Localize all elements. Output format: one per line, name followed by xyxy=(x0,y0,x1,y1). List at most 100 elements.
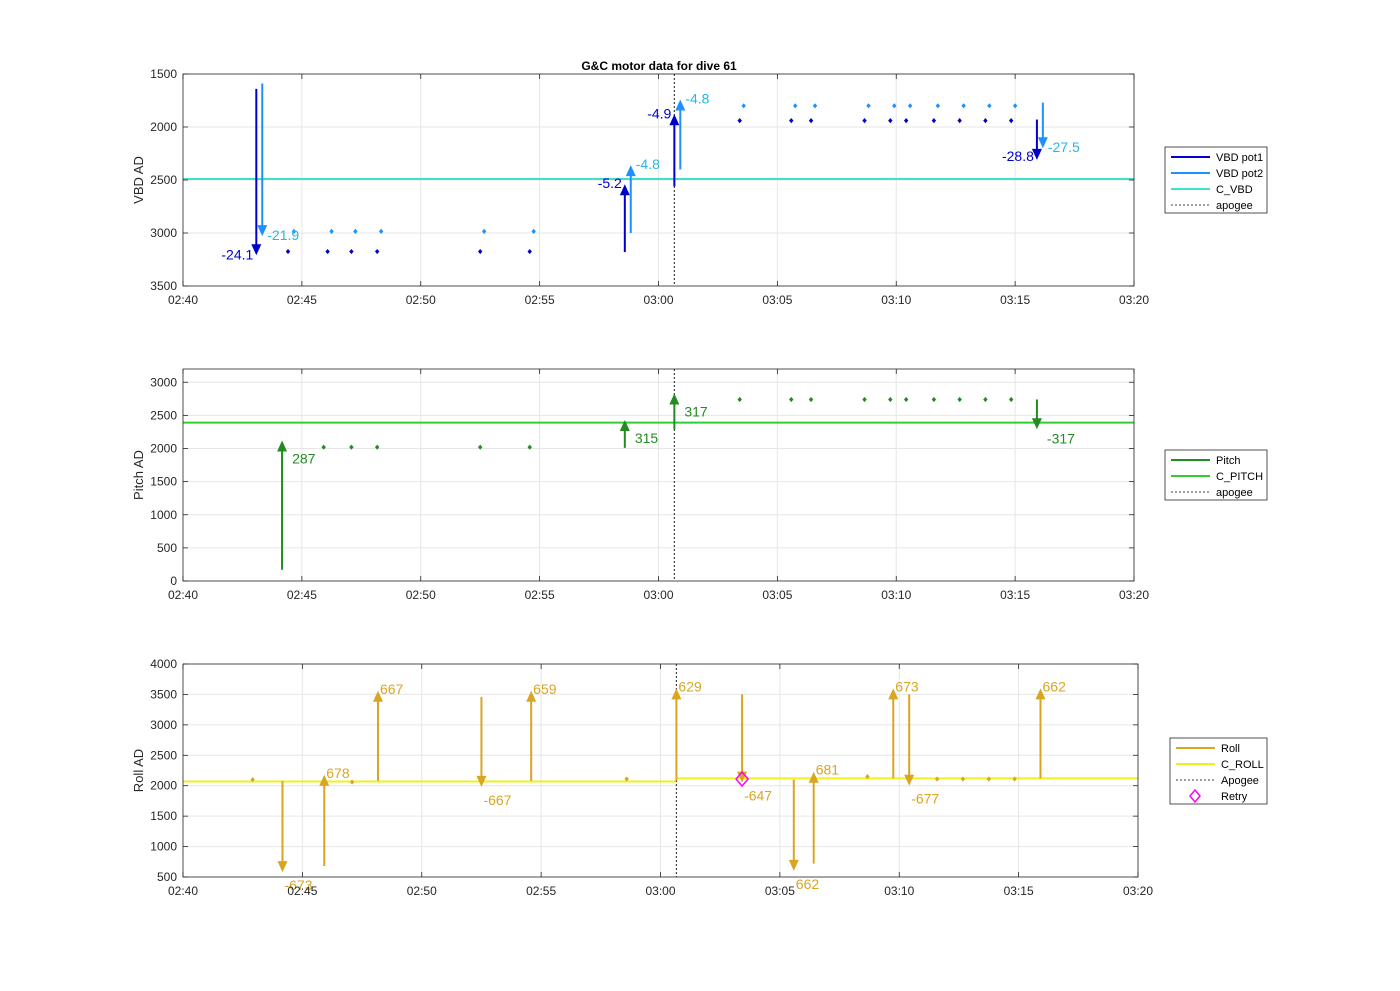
vbd-legend-entry: VBD pot1 xyxy=(1216,152,1263,164)
vbd-data-point xyxy=(866,103,871,109)
pitch-ytick-label: 0 xyxy=(170,574,177,588)
vbd-move-arrowhead xyxy=(1037,137,1048,149)
vbd-move-label: -21.9 xyxy=(267,227,299,243)
vbd-data-point xyxy=(793,103,798,109)
vbd-data-point xyxy=(957,118,962,124)
retry-marker xyxy=(735,770,750,788)
vbd-data-point xyxy=(903,118,909,124)
roll-legend-entry: Retry xyxy=(1221,791,1248,803)
pitch-xtick-label: 03:20 xyxy=(1119,588,1149,602)
vbd-data-point xyxy=(888,118,893,124)
roll-move-label: 678 xyxy=(326,765,350,781)
roll-xtick-label: 02:50 xyxy=(407,884,437,898)
pitch-xtick-label: 03:15 xyxy=(1000,588,1030,602)
roll-ytick-label: 4000 xyxy=(150,657,177,671)
vbd-move-label: -27.5 xyxy=(1048,139,1080,155)
vbd-data-point xyxy=(987,103,992,109)
vbd-xtick-label: 02:50 xyxy=(406,293,436,307)
roll-move-label: 659 xyxy=(533,681,557,697)
pitch-ytick-label: 3000 xyxy=(150,375,177,389)
roll-move-arrowhead xyxy=(1035,688,1046,700)
vbd-data-point xyxy=(862,118,867,124)
vbd-data-point xyxy=(353,228,358,235)
roll-move-label: 681 xyxy=(816,762,840,778)
pitch-move-label: 315 xyxy=(635,430,659,446)
roll-xtick-label: 03:10 xyxy=(884,884,914,898)
roll-ytick-label: 3500 xyxy=(150,687,177,701)
roll-data-point xyxy=(986,776,991,782)
vbd-xtick-label: 02:45 xyxy=(287,293,317,307)
vbd-move-label: -5.2 xyxy=(598,175,622,191)
roll-legend-entry: Roll xyxy=(1221,743,1240,755)
vbd-data-point xyxy=(374,248,380,255)
roll-data-point xyxy=(960,776,966,782)
pitch-data-point xyxy=(737,396,742,403)
vbd-data-point xyxy=(291,228,297,235)
pitch-xtick-label: 03:00 xyxy=(643,588,673,602)
vbd-xtick-label: 02:40 xyxy=(168,293,198,307)
vbd-data-point xyxy=(789,118,794,124)
roll-move-label: 673 xyxy=(895,678,919,694)
roll-legend-entry: C_ROLL xyxy=(1221,759,1264,771)
vbd-data-point xyxy=(481,228,487,235)
roll-move-label: 662 xyxy=(1043,678,1067,694)
vbd-data-point xyxy=(961,103,966,109)
roll-move-label: -667 xyxy=(483,792,511,808)
vbd-data-point xyxy=(737,118,742,124)
roll-data-point xyxy=(865,773,870,780)
vbd-move-arrowhead xyxy=(625,165,636,177)
roll-data-point xyxy=(624,776,629,782)
vbd-data-point xyxy=(935,103,941,109)
vbd-data-point xyxy=(477,248,483,255)
roll-move-arrowhead xyxy=(808,771,819,783)
roll-legend: Roll C_ROLL Apogee Retry xyxy=(1169,737,1268,805)
pitch-legend-entry: apogee xyxy=(1216,487,1253,499)
roll-move-arrowhead xyxy=(319,774,330,786)
roll-data-point xyxy=(934,776,940,782)
vbd-data-point xyxy=(349,248,354,255)
vbd-ytick-label: 2500 xyxy=(150,173,177,187)
vbd-data-point xyxy=(808,118,814,124)
roll-legend-entry: Apogee xyxy=(1221,775,1259,787)
vbd-ytick-label: 2000 xyxy=(150,120,177,134)
roll-ytick-label: 2000 xyxy=(150,779,177,793)
roll-move-label: -647 xyxy=(744,788,772,804)
vbd-xtick-label: 03:05 xyxy=(762,293,792,307)
vbd-data-point xyxy=(378,228,384,235)
vbd-move-label: -24.1 xyxy=(221,246,253,262)
pitch-data-point xyxy=(321,444,326,450)
pitch-ylabel: Pitch AD xyxy=(131,450,146,500)
roll-xtick-label: 03:15 xyxy=(1004,884,1034,898)
vbd-ylabel: VBD AD xyxy=(131,156,146,204)
pitch-data-point xyxy=(888,396,893,403)
pitch-xtick-label: 02:55 xyxy=(525,588,555,602)
pitch-move-label: 287 xyxy=(292,451,316,467)
roll-move-label: 629 xyxy=(678,678,702,694)
roll-ytick-label: 500 xyxy=(157,870,177,884)
pitch-data-point xyxy=(789,396,794,403)
roll-move-arrowhead xyxy=(671,688,682,700)
vbd-data-point xyxy=(892,103,897,109)
vbd-ytick-label: 1500 xyxy=(150,67,177,81)
roll-data-point xyxy=(1012,776,1017,782)
vbd-move-label: -4.8 xyxy=(636,156,660,172)
vbd-ytick-label: 3500 xyxy=(150,279,177,293)
pitch-data-point xyxy=(903,396,909,403)
pitch-ytick-label: 1500 xyxy=(150,475,177,489)
roll-ytick-label: 2500 xyxy=(150,748,177,762)
pitch-move-arrowhead xyxy=(277,440,288,452)
pitch-data-point xyxy=(957,396,962,403)
roll-ytick-label: 3000 xyxy=(150,718,177,732)
roll-xtick-label: 02:45 xyxy=(287,884,317,898)
pitch-ytick-label: 2000 xyxy=(150,442,177,456)
vbd-data-point xyxy=(329,228,334,235)
vbd-data-point xyxy=(741,103,746,109)
pitch-ytick-label: 1000 xyxy=(150,508,177,522)
pitch-legend-box xyxy=(1164,449,1268,501)
vbd-move-arrowhead xyxy=(1031,148,1042,160)
vbd-move-arrowhead xyxy=(257,225,268,237)
roll-ytick-label: 1000 xyxy=(150,840,177,854)
pitch-data-point xyxy=(931,396,937,403)
roll-move-arrowhead xyxy=(372,690,383,702)
pitch-legend-entry: C_PITCH xyxy=(1216,471,1263,483)
